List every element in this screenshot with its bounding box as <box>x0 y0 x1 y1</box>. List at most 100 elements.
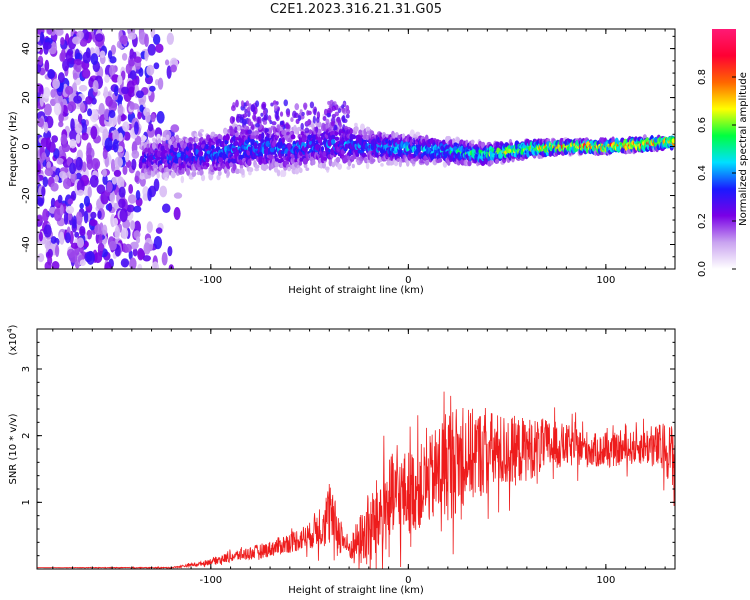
spectrogram-noise-blob <box>133 205 142 213</box>
spectrogram-halo-blob <box>342 124 346 133</box>
spectrogram-halo-blob <box>341 107 346 114</box>
spectrogram-noise-blob <box>90 211 97 219</box>
spectrogram-ridge-blob <box>366 126 371 131</box>
spectrogram-halo-blob <box>256 116 260 124</box>
spectrogram-noise-blob <box>122 165 128 176</box>
spectrogram-noise-blob <box>119 208 128 223</box>
spectrogram-ridge-blob <box>199 128 205 133</box>
spectrogram-ridge-blob <box>380 163 384 167</box>
spectrogram-noise-blob <box>109 190 116 203</box>
spectrogram-noise-blob <box>71 218 77 229</box>
spectrogram-ridge-blob <box>322 156 328 161</box>
spectrogram-noise-blob <box>67 101 77 112</box>
spectrogram-noise-blob <box>74 231 80 238</box>
spectrogram-ridge-blob <box>166 134 170 141</box>
spectrogram-halo-blob <box>338 128 343 135</box>
spectrogram-noise-blob <box>144 33 149 47</box>
spectrogram-noise-blob <box>74 123 83 134</box>
spectrogram-noise-blob <box>37 163 42 177</box>
spectrogram-y-tick-label: 40 <box>21 42 32 55</box>
spectrogram-noise-blob <box>108 109 116 119</box>
spectrogram-noise-blob <box>85 95 93 105</box>
spectrogram-ridge-blob <box>205 144 210 150</box>
spectrogram-halo-blob <box>329 99 334 106</box>
spectrogram-noise-blob <box>76 179 85 194</box>
spectrogram-ridge-blob <box>308 129 313 134</box>
spectrogram-noise-blob <box>170 64 177 73</box>
spectrogram-noise-blob <box>59 231 65 244</box>
spectrogram-noise-blob <box>73 95 82 104</box>
spectrogram-noise-blob <box>159 185 168 198</box>
spectrogram-noise-blob <box>161 203 171 214</box>
spectrogram-ridge-blob <box>194 133 198 138</box>
spectrogram-ridge-blob <box>142 135 147 141</box>
spectrogram-ridge-blob <box>290 134 296 140</box>
spectrogram-noise-blob <box>37 253 45 263</box>
spectrogram-y-tick-label: 0 <box>21 143 32 149</box>
spectrogram-ridge-blob <box>232 135 237 143</box>
spectrogram-noise-blob <box>128 250 133 261</box>
spectrogram-noise-blob <box>121 53 128 61</box>
spectrogram-noise-blob <box>47 255 53 266</box>
spectrogram-ridge-blob <box>254 167 260 172</box>
spectrogram-ridge-blob <box>205 162 210 167</box>
spectrogram-noise-blob <box>64 232 71 244</box>
spectrogram-halo-blob <box>260 112 264 117</box>
spectrogram-halo-blob <box>250 104 256 112</box>
spectrogram-ridge-blob <box>237 125 241 131</box>
spectrogram-noise-blob <box>62 143 71 153</box>
spectrogram-noise-blob <box>137 247 145 261</box>
spectrogram-noise-blob <box>121 86 129 95</box>
spectrogram-noise-blob <box>56 157 64 165</box>
spectrogram-ridge-blob <box>393 160 399 167</box>
spectrogram-noise-blob <box>90 125 98 140</box>
spectrogram-ridge-blob <box>164 143 169 151</box>
colorbar-tick-label: 0.0 <box>697 261 708 277</box>
spectrogram-halo-blob <box>299 109 303 114</box>
spectrogram-ridge-blob <box>174 158 180 164</box>
spectrogram-ridge-blob <box>234 168 240 175</box>
spectrogram-y-tick-label: 20 <box>21 91 32 104</box>
colorbar-tick-label: 0.2 <box>697 213 708 229</box>
spectrogram-ridge-blob <box>337 163 342 170</box>
spectrogram-halo-blob <box>234 126 238 134</box>
spectrogram-noise-blob <box>123 131 131 141</box>
spectrogram-ridge-blob <box>671 138 675 144</box>
colorbar-tick-label: 0.4 <box>697 165 708 181</box>
spectrogram-halo-blob <box>309 101 315 109</box>
spectrogram-noise-blob <box>46 161 51 170</box>
spectrogram-noise-blob <box>99 50 106 59</box>
spectrogram-noise-blob <box>63 211 69 225</box>
spectrogram-noise-blob <box>37 55 44 66</box>
spectrogram-ridge-blob <box>161 136 167 142</box>
spectrogram-marks <box>37 29 675 269</box>
snr-series-line <box>37 391 675 569</box>
spectrogram-y-tick-label: -40 <box>21 236 32 252</box>
spectrogram-noise-blob <box>104 137 113 152</box>
spectrogram-halo-blob <box>235 99 239 108</box>
spectrogram-noise-blob <box>134 135 142 146</box>
spectrogram-noise-blob <box>117 176 125 190</box>
spectrogram-noise-blob <box>51 135 58 143</box>
spectrogram-halo-blob <box>270 102 274 107</box>
snr-x-tick-label: 100 <box>596 575 615 586</box>
spectrogram-noise-blob <box>62 178 72 190</box>
spectrogram-halo-blob <box>263 114 268 122</box>
spectrogram-ridge-blob <box>351 134 356 140</box>
spectrogram-noise-blob <box>65 85 74 95</box>
spectrogram-noise-blob <box>153 235 163 250</box>
spectrogram-noise-blob <box>128 58 136 67</box>
spectrogram-noise-blob <box>79 259 86 266</box>
spectrogram-noise-blob <box>69 162 77 175</box>
spectrogram-halo-blob <box>334 111 339 117</box>
spectrogram-ridge-blob <box>261 132 265 140</box>
spectrogram-noise-blob <box>109 64 116 77</box>
spectrogram-ridge-blob <box>253 141 258 150</box>
spectrogram-ridge-blob <box>311 159 316 166</box>
spectrogram-noise-blob <box>37 214 43 223</box>
spectrogram-noise-blob <box>130 241 139 250</box>
spectrogram-halo-blob <box>301 111 305 116</box>
spectrogram-halo-blob <box>294 103 300 111</box>
spectrogram-ridge-blob <box>405 160 410 167</box>
spectrogram-ridge-blob <box>231 147 236 152</box>
